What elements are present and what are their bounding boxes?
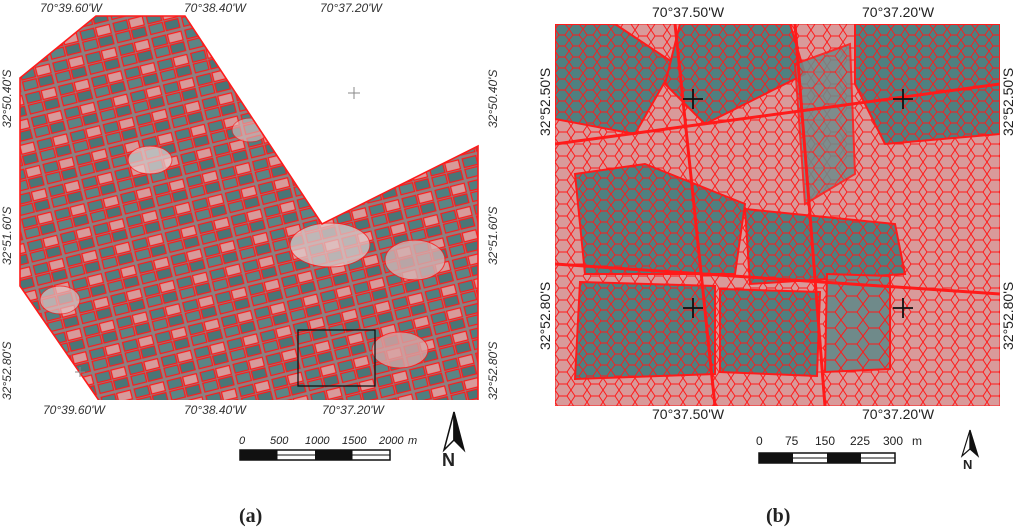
scale-tick-label: 150 [815, 434, 836, 448]
north-arrow-icon [960, 429, 980, 458]
lon-label-bottom: 70°37.50'W [652, 406, 725, 422]
lon-label-top: 70°37.20'W [320, 1, 382, 15]
lon-label-bottom: 70°37.20'W [322, 403, 384, 417]
lon-label-top: 70°39.60'W [40, 1, 102, 15]
scale-unit: m [408, 435, 418, 447]
scale-tick-label: 0 [239, 435, 246, 447]
lon-label-top: 70°37.20'W [862, 4, 935, 20]
lon-label-top: 70°38.40'W [184, 1, 246, 15]
scale-tick-label: 1000 [305, 435, 330, 447]
scale-tick-label: 1500 [342, 435, 367, 447]
north-label: N [442, 450, 455, 470]
north-arrow-icon [442, 411, 466, 453]
lat-label-left: 32°52.80'S [537, 281, 553, 350]
lon-label-bottom: 70°37.20'W [862, 406, 935, 422]
lon-label-top: 70°37.50'W [652, 4, 725, 20]
scale-bar [758, 452, 896, 464]
scale-tick-label: 300 [883, 434, 904, 448]
scale-bar [239, 449, 391, 461]
north-label: N [963, 457, 973, 472]
lat-label-right: 32°52.50'S [1000, 67, 1016, 136]
lat-label-right: 32°52.80'S [1000, 281, 1016, 350]
scale-tick-label: 2000 [379, 435, 404, 447]
zoomed-segmented-map [555, 24, 1000, 406]
scale-unit: m [912, 434, 922, 448]
scale-tick-label: 0 [756, 434, 763, 448]
segmented-satellite-map [19, 15, 479, 400]
scale-tick-label: 75 [785, 434, 799, 448]
lon-label-bottom: 70°38.40'W [184, 403, 246, 417]
panel-caption-b: (b) [766, 505, 791, 527]
panel-caption-a: (a) [239, 505, 263, 527]
lon-label-bottom: 70°39.60'W [43, 403, 105, 417]
scale-tick-label: 225 [850, 434, 871, 448]
lat-label-left: 32°52.50'S [537, 67, 553, 136]
scale-tick-label: 500 [270, 435, 289, 447]
